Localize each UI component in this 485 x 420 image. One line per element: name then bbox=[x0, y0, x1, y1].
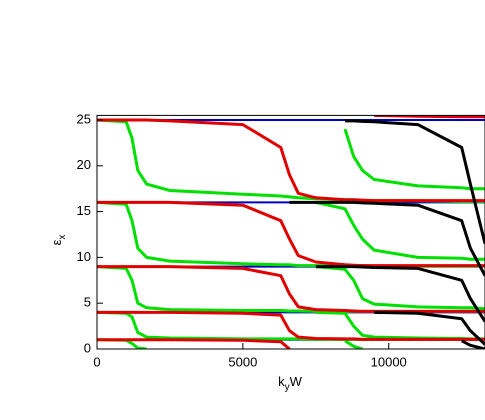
x-axis-label: kyW bbox=[278, 374, 303, 392]
y-tick-label: 5 bbox=[84, 295, 91, 310]
curve bbox=[97, 120, 485, 201]
y-tick-label: 15 bbox=[77, 203, 91, 218]
curve bbox=[97, 312, 485, 339]
curve bbox=[316, 312, 485, 339]
y-tick-label: 20 bbox=[77, 157, 91, 172]
curve bbox=[97, 120, 485, 202]
y-tick-label: 25 bbox=[77, 111, 91, 126]
y-tick-label: 0 bbox=[84, 340, 91, 355]
y-axis-label: εx bbox=[49, 235, 67, 246]
y-tick-label: 10 bbox=[77, 249, 91, 264]
curve bbox=[97, 312, 485, 339]
x-tick-label: 0 bbox=[93, 354, 100, 369]
x-tick-label: 5000 bbox=[228, 354, 257, 369]
plot-area bbox=[97, 115, 485, 349]
curve bbox=[97, 267, 485, 312]
y-label-sub: x bbox=[57, 235, 68, 240]
curve bbox=[316, 202, 485, 259]
x-tick-label: 10000 bbox=[371, 354, 407, 369]
curve bbox=[97, 267, 485, 312]
curve bbox=[316, 267, 485, 309]
curve bbox=[97, 340, 290, 349]
curve bbox=[345, 341, 363, 349]
x-label-part: W bbox=[290, 374, 303, 389]
